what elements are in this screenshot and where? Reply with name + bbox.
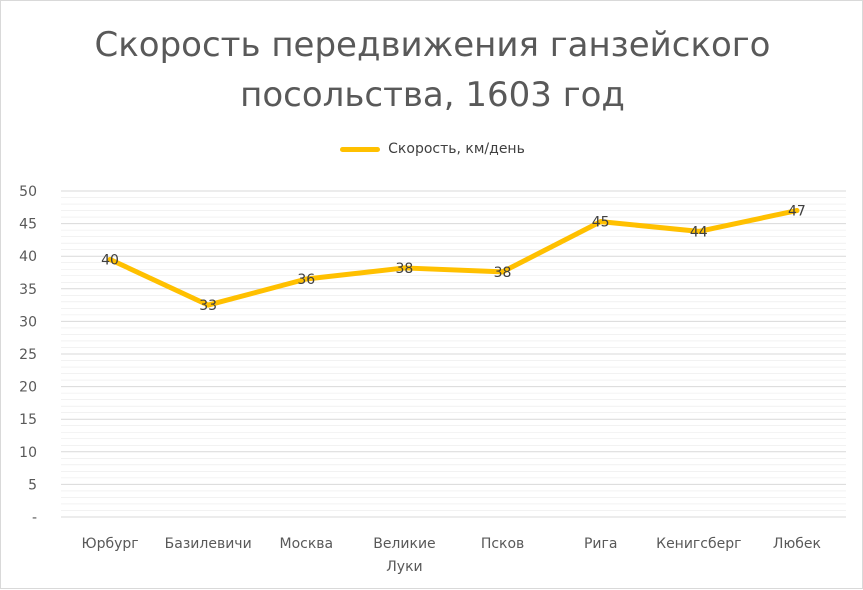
x-tick-label: Базилевичи	[165, 536, 252, 552]
data-point	[205, 302, 211, 308]
x-tick-label: Псков	[481, 536, 525, 552]
x-tick-label: Кенигсберг	[656, 536, 741, 552]
data-point	[303, 276, 309, 282]
x-tick-label: Любек	[773, 536, 821, 552]
y-tick-label: 15	[19, 412, 37, 428]
legend: Скорость, км/день	[1, 141, 863, 157]
data-point	[794, 208, 800, 214]
y-tick-label: 20	[19, 380, 37, 396]
y-tick-label: 10	[19, 445, 37, 461]
data-label: 47	[788, 204, 806, 220]
data-label: 38	[494, 265, 512, 281]
x-tick-label: Великие	[373, 536, 435, 552]
y-tick-label: -	[32, 510, 37, 526]
legend-label: Скорость, км/день	[388, 141, 525, 157]
legend-swatch	[340, 146, 381, 152]
chart-title-line-1: Скорость передвижения ганзейского	[94, 25, 771, 65]
x-tick-label: Москва	[279, 536, 333, 552]
y-tick-label: 45	[19, 217, 37, 233]
x-tick-label: Рига	[584, 536, 617, 552]
data-point	[500, 269, 506, 275]
y-tick-label: 50	[19, 184, 37, 200]
y-tick-label: 25	[19, 347, 37, 363]
data-point	[598, 219, 604, 225]
data-label: 38	[396, 261, 414, 277]
data-label: 33	[199, 298, 217, 314]
y-tick-label: 35	[19, 282, 37, 298]
y-tick-label: 30	[19, 314, 37, 330]
data-point	[401, 265, 407, 271]
chart-title-line-2: посольства, 1603 год	[240, 75, 625, 115]
data-point	[696, 228, 702, 234]
y-tick-label: 40	[19, 249, 37, 265]
series-line	[107, 208, 800, 308]
data-label: 36	[297, 272, 315, 288]
data-label: 45	[592, 215, 610, 231]
y-tick-label: 5	[28, 477, 37, 493]
x-tick-label: Юрбург	[81, 536, 138, 552]
x-tick-label: Луки	[386, 559, 422, 575]
data-label: 44	[690, 224, 708, 240]
data-point	[107, 256, 113, 262]
data-label: 40	[101, 252, 119, 268]
